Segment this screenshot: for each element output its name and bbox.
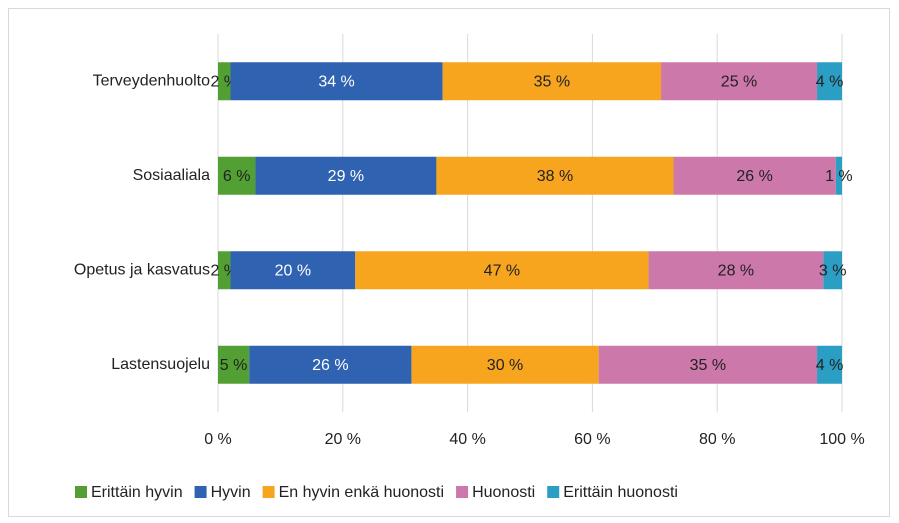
bar-segment: [436, 156, 674, 195]
bar-segment: [598, 345, 818, 384]
x-tick-label: 100 %: [819, 431, 864, 448]
legend-swatch: [547, 486, 560, 498]
bar-segment: [230, 62, 443, 101]
data-label: 4 %: [816, 73, 844, 90]
bar-segment: [218, 345, 250, 384]
y-tick-label: Opetus ja kasvatus: [74, 261, 210, 278]
y-tick-label: Terveydenhuolto: [93, 72, 211, 89]
legend-swatch: [194, 486, 207, 498]
data-label: 25 %: [721, 73, 757, 90]
bar-segment: [823, 251, 842, 290]
data-label: 29 %: [328, 168, 364, 185]
data-label: 35 %: [534, 73, 570, 90]
bar-segment: [218, 156, 256, 195]
bar-segment: [255, 156, 437, 195]
legend-swatch: [262, 486, 275, 498]
data-label: 38 %: [537, 168, 573, 185]
legend-label: Huonosti: [472, 484, 535, 501]
data-label: 30 %: [487, 357, 523, 374]
bar-segment: [673, 156, 836, 195]
bar-segment: [411, 345, 599, 384]
y-tick-label: Lastensuojelu: [111, 356, 210, 373]
x-tick-label: 60 %: [574, 431, 610, 448]
bar-segment: [817, 62, 842, 101]
x-tick-label: 40 %: [449, 431, 485, 448]
bar-segment: [355, 251, 649, 290]
bar-segment: [661, 62, 818, 101]
bar-segment: [442, 62, 662, 101]
legend-label: Hyvin: [211, 484, 251, 501]
bar-segment: [835, 156, 842, 195]
data-label: 1 %: [825, 168, 853, 185]
data-label: 26 %: [312, 357, 348, 374]
data-label: 28 %: [718, 262, 754, 279]
legend-label: Erittäin huonosti: [563, 484, 678, 501]
bar-segment: [218, 62, 231, 101]
bar-segment: [230, 251, 356, 290]
data-label: 6 %: [223, 168, 251, 185]
legend-swatch: [456, 486, 469, 498]
data-label: 5 %: [220, 357, 248, 374]
legend-label: Erittäin hyvin: [91, 484, 183, 501]
y-tick-label: Sosiaaliala: [133, 167, 210, 184]
x-tick-label: 80 %: [699, 431, 735, 448]
data-label: 26 %: [736, 168, 772, 185]
data-label: 35 %: [690, 357, 726, 374]
bar-segment: [817, 345, 842, 384]
data-label: 4 %: [816, 357, 844, 374]
legend-swatch: [75, 486, 87, 498]
bar-segment: [249, 345, 412, 384]
data-label: 34 %: [318, 73, 354, 90]
data-label: 20 %: [275, 262, 311, 279]
data-label: 47 %: [484, 262, 520, 279]
bar-segment: [218, 251, 231, 290]
x-tick-label: 20 %: [325, 431, 361, 448]
bar-segment: [648, 251, 824, 290]
legend-label: En hyvin enkä huonosti: [279, 484, 444, 501]
x-tick-label: 0 %: [204, 431, 232, 448]
data-label: 3 %: [819, 262, 847, 279]
